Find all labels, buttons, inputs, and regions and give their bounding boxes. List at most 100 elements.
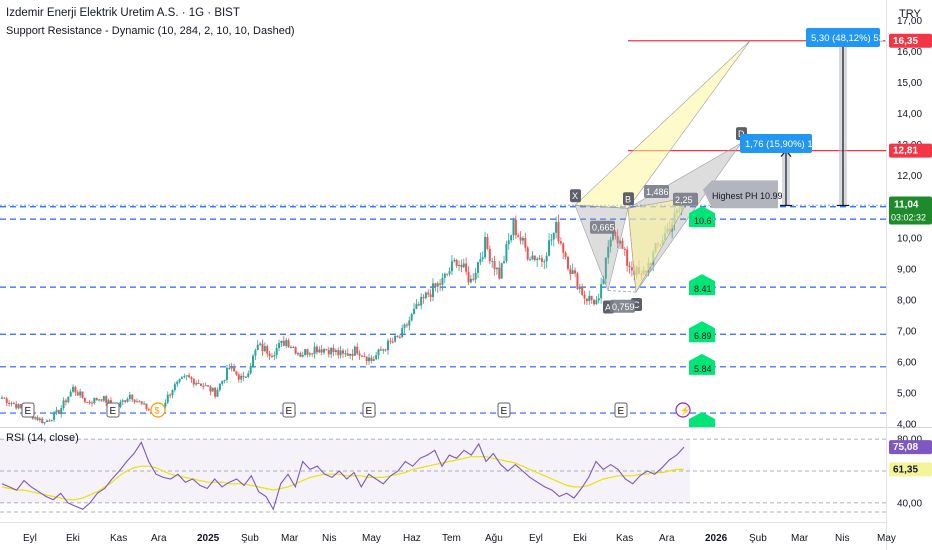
candle xyxy=(247,373,250,377)
candle xyxy=(289,347,292,349)
support-label[interactable]: 10.6 xyxy=(689,206,715,228)
candles[interactable] xyxy=(1,198,685,425)
candle xyxy=(304,349,307,356)
candle xyxy=(467,271,470,283)
x-tick-label: Şub xyxy=(241,533,259,544)
candle xyxy=(593,299,596,305)
candle xyxy=(256,344,259,351)
candle xyxy=(550,239,553,241)
harmonic-point-b[interactable]: B xyxy=(623,192,634,206)
candle xyxy=(1,397,3,399)
candle xyxy=(372,359,375,361)
rsi-value-tag[interactable]: 75,08 xyxy=(889,440,932,455)
ratio-label[interactable]: 1,486 xyxy=(644,185,669,199)
projection-wedge-small[interactable] xyxy=(627,197,691,294)
measure-label-text: 5,30 (48,12%) 530 xyxy=(811,33,889,44)
candle xyxy=(474,272,477,280)
candle xyxy=(621,240,624,249)
ratio-label-text: 1,486 xyxy=(646,187,669,197)
current-price-tag[interactable]: 11,04 03:02:32 xyxy=(889,196,932,225)
earnings-marker[interactable]: E xyxy=(282,402,296,418)
candle xyxy=(356,346,359,354)
candle xyxy=(417,304,420,306)
candle xyxy=(315,346,318,353)
candle xyxy=(221,380,224,384)
currency-label[interactable]: TRY xyxy=(899,8,921,20)
candle xyxy=(164,402,167,407)
candle xyxy=(562,243,565,253)
candle xyxy=(398,336,401,338)
resistance-tag[interactable]: 12,81 xyxy=(889,143,932,158)
candle xyxy=(5,398,8,403)
marker-text: E xyxy=(110,406,117,417)
earnings-marker[interactable]: E xyxy=(614,402,628,418)
candle xyxy=(74,386,77,393)
candle xyxy=(630,267,633,271)
support-label[interactable]: 6.89 xyxy=(689,321,715,343)
rsi-ma-tag[interactable]: 61,35 xyxy=(889,462,932,477)
candle xyxy=(90,402,93,404)
candle xyxy=(391,341,394,343)
support-label-text: 8.41 xyxy=(694,284,712,294)
candle xyxy=(273,355,276,357)
ratio-label[interactable]: 0,759 xyxy=(610,299,635,313)
candle xyxy=(297,353,300,355)
candle xyxy=(460,264,463,268)
candle xyxy=(491,261,494,263)
support-label[interactable]: 5.84 xyxy=(689,353,715,375)
candle xyxy=(119,401,122,407)
marker-text: E xyxy=(618,406,625,417)
earnings-marker[interactable]: E xyxy=(497,402,511,418)
split-marker[interactable]: ⚡ xyxy=(675,402,691,418)
candle xyxy=(268,353,271,357)
rsi-legend[interactable]: RSI (14, close) xyxy=(6,432,79,444)
support-label[interactable] xyxy=(689,412,715,427)
candle xyxy=(536,258,539,261)
candle xyxy=(67,396,70,403)
ratio-label[interactable]: 2,25 xyxy=(673,192,698,206)
earnings-marker[interactable]: E xyxy=(21,402,35,418)
candle xyxy=(131,394,134,400)
earnings-marker[interactable]: E xyxy=(106,402,120,418)
indicator-legend[interactable]: Support Resistance - Dynamic (10, 284, 2… xyxy=(6,25,295,37)
rsi-tick-label: 40,00 xyxy=(897,498,922,509)
marker-text: E xyxy=(25,406,32,417)
candle xyxy=(209,386,212,392)
candle xyxy=(495,267,498,270)
candle xyxy=(566,256,569,269)
resistance-tag[interactable]: 16,35 xyxy=(889,33,932,48)
dividend-marker[interactable]: $ xyxy=(150,402,166,418)
harmonic-point-x[interactable]: X xyxy=(570,189,581,203)
candle xyxy=(543,261,546,263)
candle xyxy=(230,366,233,369)
x-tick-label: May xyxy=(362,533,381,544)
candle xyxy=(405,324,408,326)
y-tick-label: 6,00 xyxy=(897,357,917,368)
candle xyxy=(600,284,603,299)
candle xyxy=(254,350,257,356)
candle xyxy=(386,340,389,351)
candle xyxy=(325,349,328,351)
candle xyxy=(375,355,378,360)
measure-label-text: 1,76 (15,90%) 176 xyxy=(745,139,823,150)
candle xyxy=(384,349,387,351)
earnings-marker[interactable]: E xyxy=(362,402,376,418)
candle xyxy=(76,392,79,396)
measure-label[interactable]: 5,30 (48,12%) 530 xyxy=(806,28,889,47)
y-tick-label: 5,00 xyxy=(897,388,917,399)
support-label[interactable]: 8.41 xyxy=(689,274,715,296)
candle xyxy=(228,367,231,369)
candle xyxy=(55,410,58,413)
candle xyxy=(3,397,6,399)
candle xyxy=(86,401,89,403)
highest-ph-label[interactable]: Highest PH 10.99 xyxy=(703,180,783,209)
candle xyxy=(476,262,479,273)
measure-label[interactable]: 1,76 (15,90%) 176 xyxy=(740,134,823,153)
candle xyxy=(557,222,560,242)
ratio-label[interactable]: 0,665 xyxy=(590,220,615,234)
y-tick-label: 16,00 xyxy=(897,47,922,58)
candle xyxy=(199,383,202,386)
candle xyxy=(50,419,53,421)
x-tick-label: Kas xyxy=(110,533,127,544)
